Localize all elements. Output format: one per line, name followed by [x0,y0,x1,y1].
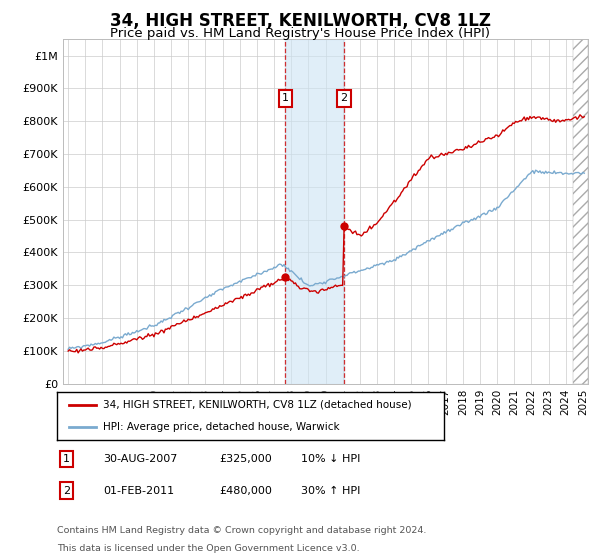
Text: 34, HIGH STREET, KENILWORTH, CV8 1LZ: 34, HIGH STREET, KENILWORTH, CV8 1LZ [110,12,491,30]
Text: £325,000: £325,000 [220,454,272,464]
Bar [573,39,588,384]
Bar [286,39,344,384]
Text: 30-AUG-2007: 30-AUG-2007 [103,454,178,464]
Text: Contains HM Land Registry data © Crown copyright and database right 2024.: Contains HM Land Registry data © Crown c… [57,526,427,535]
Text: HPI: Average price, detached house, Warwick: HPI: Average price, detached house, Warw… [103,422,340,432]
Text: 10% ↓ HPI: 10% ↓ HPI [301,454,360,464]
Text: 01-FEB-2011: 01-FEB-2011 [103,486,175,496]
Text: 30% ↑ HPI: 30% ↑ HPI [301,486,360,496]
Text: 2: 2 [340,94,347,103]
Text: 34, HIGH STREET, KENILWORTH, CV8 1LZ (detached house): 34, HIGH STREET, KENILWORTH, CV8 1LZ (de… [103,400,412,410]
Text: Price paid vs. HM Land Registry's House Price Index (HPI): Price paid vs. HM Land Registry's House … [110,27,490,40]
Text: 2: 2 [63,486,70,496]
Text: This data is licensed under the Open Government Licence v3.0.: This data is licensed under the Open Gov… [57,544,359,553]
Text: 1: 1 [282,94,289,103]
Text: 1: 1 [63,454,70,464]
Text: £480,000: £480,000 [220,486,272,496]
